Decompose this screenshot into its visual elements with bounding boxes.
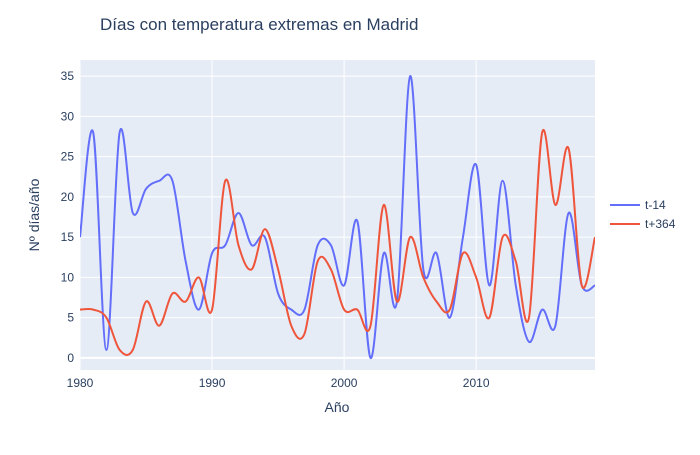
y-axis-title: Nº días/año [26, 178, 42, 251]
legend-item[interactable]: t-14 [610, 198, 666, 212]
legend[interactable]: t-14 t+364 [610, 198, 676, 231]
y-tick-label: 20 [61, 190, 75, 204]
series-line-t-minus-14[interactable] [80, 75, 595, 359]
y-tick-label: 5 [67, 311, 74, 325]
grid [79, 60, 595, 370]
y-tick-label: 0 [67, 351, 74, 365]
y-tick-label: 10 [61, 270, 75, 284]
y-tick-label: 30 [61, 109, 75, 123]
legend-label: t+364 [645, 217, 676, 231]
legend-item[interactable]: t+364 [610, 217, 676, 231]
x-tick-label: 2000 [331, 376, 358, 390]
y-tick-label: 25 [61, 150, 75, 164]
y-axis-ticks: 0 5 10 15 20 25 30 35 [61, 69, 75, 365]
x-axis-ticks: 1980 1990 2000 2010 [67, 376, 490, 390]
legend-label: t-14 [645, 198, 666, 212]
series-group [80, 75, 595, 359]
chart-title: Días con temperatura extremas en Madrid [100, 15, 418, 34]
x-tick-label: 2010 [463, 376, 490, 390]
x-tick-label: 1990 [199, 376, 226, 390]
x-tick-label: 1980 [67, 376, 94, 390]
y-tick-label: 35 [61, 69, 75, 83]
y-tick-label: 15 [61, 230, 75, 244]
series-line-t-plus-364[interactable] [80, 128, 595, 356]
x-axis-title: Año [325, 399, 350, 415]
